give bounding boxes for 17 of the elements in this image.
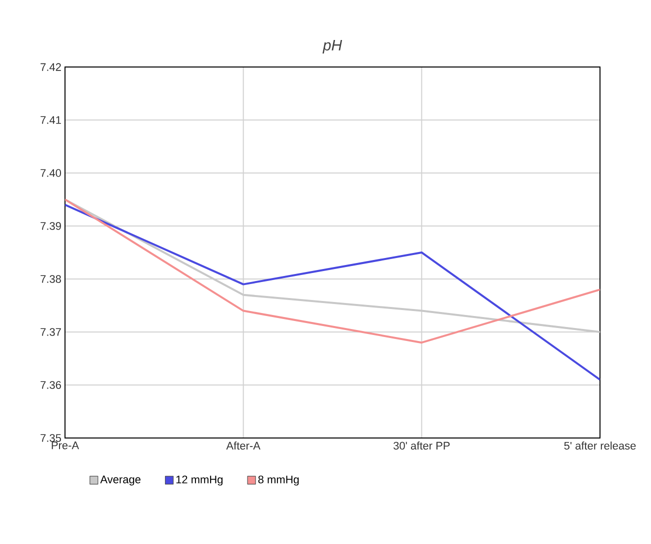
y-tick-label: 7.40	[40, 169, 62, 177]
x-tick-label: 5' after release	[564, 442, 636, 450]
y-tick-label: 7.38	[40, 275, 61, 283]
legend-label: 12 mmHg	[176, 476, 223, 486]
chart-title: pH	[322, 40, 342, 54]
y-tick-label: 7.35	[40, 434, 61, 442]
x-tick-label: After-A	[226, 442, 260, 450]
x-tick-label: Pre-A	[52, 442, 80, 450]
y-tick-label: 7.39	[40, 222, 61, 230]
line-series	[65, 204, 600, 381]
y-tick-label: 7.37	[40, 328, 61, 336]
y-tick-label: 7.36	[40, 381, 61, 389]
y-tick-label: 7.42	[40, 63, 61, 71]
x-tick-label: 30' after PP	[394, 442, 450, 450]
legend-label: Average	[100, 476, 140, 486]
y-tick-label: 7.41	[40, 116, 61, 124]
legend-label: 8 mmHg	[258, 476, 299, 486]
